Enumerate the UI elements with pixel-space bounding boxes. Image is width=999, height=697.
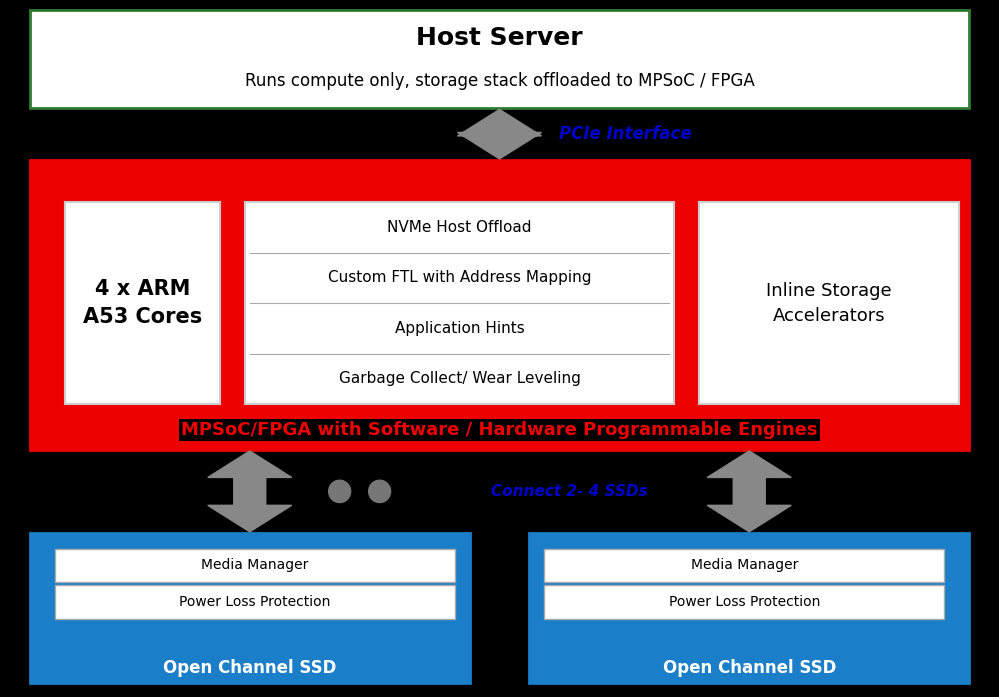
Text: Custom FTL with Address Mapping: Custom FTL with Address Mapping	[328, 270, 591, 286]
Text: 4 x ARM
A53 Cores: 4 x ARM A53 Cores	[83, 279, 202, 327]
Bar	[30, 160, 969, 450]
Bar	[529, 533, 969, 683]
Text: Open Channel SSD: Open Channel SSD	[163, 659, 337, 677]
Text: Inline Storage
Accelerators: Inline Storage Accelerators	[766, 282, 892, 325]
Text: NVMe Host Offload: NVMe Host Offload	[388, 220, 531, 235]
Polygon shape	[458, 109, 541, 159]
Text: Application Hints: Application Hints	[395, 321, 524, 336]
Bar	[544, 549, 944, 582]
Bar	[55, 585, 455, 619]
Polygon shape	[208, 451, 292, 532]
Bar	[544, 585, 944, 619]
Text: Power Loss Protection: Power Loss Protection	[668, 595, 820, 609]
Text: Power Loss Protection: Power Loss Protection	[179, 595, 331, 609]
Text: Open Channel SSD: Open Channel SSD	[662, 659, 836, 677]
Bar	[30, 10, 969, 108]
Ellipse shape	[329, 480, 351, 503]
Text: Media Manager: Media Manager	[690, 558, 798, 572]
Text: Media Manager: Media Manager	[201, 558, 309, 572]
Bar	[30, 533, 470, 683]
Polygon shape	[707, 451, 791, 532]
Bar	[55, 549, 455, 582]
Ellipse shape	[369, 480, 391, 503]
Text: Connect 2- 4 SSDs: Connect 2- 4 SSDs	[492, 484, 647, 499]
Bar	[699, 202, 959, 404]
Text: MPSoC/FPGA with Software / Hardware Programmable Engines: MPSoC/FPGA with Software / Hardware Prog…	[181, 421, 818, 439]
Text: Garbage Collect/ Wear Leveling: Garbage Collect/ Wear Leveling	[339, 372, 580, 387]
Text: PCIe Interface: PCIe Interface	[559, 125, 692, 143]
Bar	[65, 202, 220, 404]
Text: Runs compute only, storage stack offloaded to MPSoC / FPGA: Runs compute only, storage stack offload…	[245, 72, 754, 90]
Text: Host Server: Host Server	[417, 26, 582, 49]
Bar	[245, 202, 674, 404]
